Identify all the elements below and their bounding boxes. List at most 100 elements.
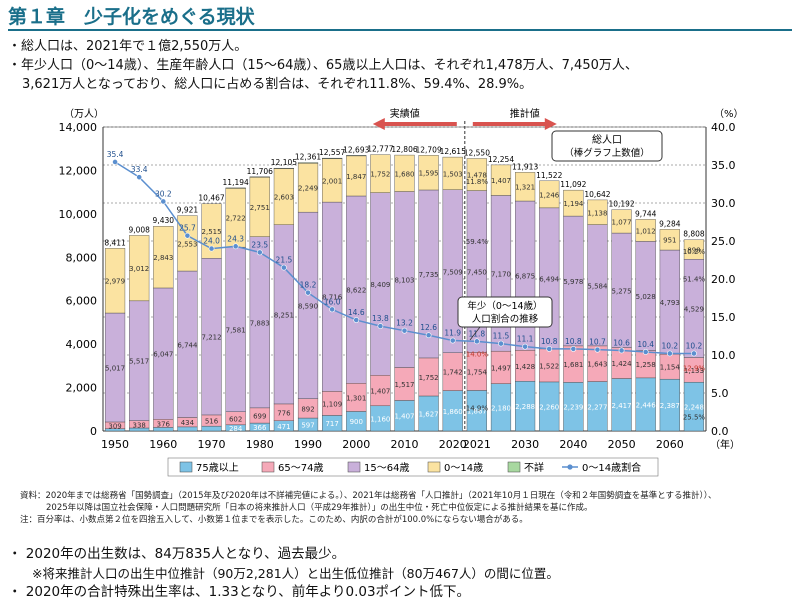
ratio-point-label: 12.6 — [420, 323, 437, 332]
ratio-point — [498, 340, 504, 347]
total-callout-title: 総人口 — [592, 133, 622, 146]
x-tick-label: 1950 — [101, 438, 129, 451]
right-tick-label: 5.0 — [711, 387, 729, 400]
bar-value-label: 776 — [277, 409, 291, 417]
bar-segment — [442, 156, 463, 190]
ratio-point — [618, 347, 625, 354]
x-tick-label: 2020 — [439, 438, 467, 451]
ratio-point — [280, 264, 287, 271]
ratio-point-label: 10.2 — [686, 341, 703, 350]
bar-value-label: 1,246 — [539, 191, 560, 199]
right-tick-label: 40.0 — [711, 121, 736, 134]
ratio-point-label: 14.6 — [348, 308, 365, 317]
bar-total-label: 11,706 — [247, 167, 273, 176]
ratio-point-label: 24.0 — [203, 237, 220, 246]
ratio-point-label: 24.3 — [227, 234, 244, 243]
bar-value-label: 8,716 — [322, 294, 343, 302]
bar-value-label: 2,288 — [515, 403, 535, 411]
bar-value-label: 1,643 — [587, 361, 607, 369]
legend-box — [167, 457, 659, 477]
ratio-point — [305, 289, 311, 296]
x-axis-unit: （年） — [710, 438, 740, 451]
percent-label-2021: 14.9% — [466, 405, 489, 413]
bar-total-label: 12,693 — [343, 145, 369, 154]
ratio-callout-box — [457, 296, 553, 328]
birth-bullets: ・ 2020年の出生数は、84万835人となり、過去最少。 ※将来推計人口の出生… — [8, 545, 559, 602]
right-tick-label: 20.0 — [711, 273, 736, 286]
bar-total-label: 11,913 — [512, 162, 538, 171]
summary-bullets: ・総人口は、2021年で１億2,550万人。 ・年少人口（0～14歳）、生産年齢… — [8, 37, 798, 94]
right-tick-label: 15.0 — [711, 311, 736, 324]
chapter-title: 第１章 少子化をめぐる現状 — [8, 6, 255, 28]
bar-value-label: 1,012 — [636, 227, 656, 235]
percent-label-2021: 11.8% — [466, 178, 489, 186]
ratio-point — [642, 349, 649, 355]
note-source-1: 資料：2020年までは総務省「国勢調査」（2015年及び2020年は不詳補完値に… — [20, 491, 717, 501]
bullet-age-groups: ・年少人口（0～14歳）、生産年齢人口（15～64歳）、65歳以上人口は、それぞ… — [8, 58, 638, 73]
x-tick-label: 2060 — [656, 438, 684, 451]
note-source-2: 2025年以降は国立社会保障・人口問題研究所「日本の将来推計人口（平成29年推計… — [46, 503, 593, 513]
bar-value-label: 1,301 — [346, 394, 366, 402]
bar-value-label: 309 — [108, 422, 121, 430]
bar-value-label: 3,012 — [129, 265, 149, 273]
bar-value-label: 2,843 — [153, 254, 173, 262]
ratio-point-label: 21.5 — [276, 256, 293, 265]
bar-value-label: 2,387 — [660, 402, 680, 410]
legend-label: 0～14歳 — [444, 462, 483, 474]
bar-total-label: 9,008 — [128, 225, 150, 234]
ratio-point-label: 33.4 — [131, 165, 148, 174]
ratio-point-label: 10.6 — [613, 338, 630, 347]
bar-total-label: 12,361 — [295, 153, 321, 162]
bar-segment — [129, 235, 150, 302]
bar-value-label: 1,627 — [419, 410, 439, 418]
bar-value-label: 892 — [301, 405, 314, 413]
left-tick-label: 2,000 — [66, 382, 98, 395]
legend-swatch — [347, 461, 361, 473]
bar-segment — [322, 157, 343, 159]
bullet-births-note: ※将来推計人口の出生中位推計（90万2,281人）と出生低位推計（80万467人… — [32, 566, 559, 581]
projection-arrow — [472, 118, 557, 130]
x-tick-label: 1990 — [294, 438, 322, 451]
bar-total-label: 9,430 — [153, 216, 175, 225]
bar-value-label: 2,722 — [226, 215, 246, 223]
bar-value-label: 5,978 — [563, 278, 583, 286]
bar-segment — [297, 162, 319, 164]
bar-value-label: 717 — [325, 420, 338, 428]
bar-value-label: 1,321 — [515, 184, 535, 192]
bar-value-label: 5,517 — [129, 358, 149, 366]
ratio-point — [401, 327, 408, 334]
bar-value-label: 2,180 — [491, 404, 511, 412]
x-tick-label: 2030 — [511, 438, 539, 451]
ratio-point-label: 11.8 — [469, 329, 486, 338]
x-tick-label: 1960 — [149, 438, 177, 451]
ratio-point-label: 16.0 — [324, 297, 341, 306]
x-tick-label: 2050 — [608, 438, 636, 451]
source-notes: 資料：2020年までは総務省「国勢調査」（2015年及び2020年は不詳補完値に… — [20, 490, 790, 526]
bar-value-label: 7,170 — [491, 270, 511, 278]
ratio-point — [329, 306, 336, 313]
ratio-point — [112, 159, 118, 165]
bar-value-label: 7,509 — [443, 268, 463, 276]
bar-total-label: 10,467 — [198, 194, 224, 203]
ratio-point-label: 30.2 — [155, 189, 172, 198]
bar-value-label: 898 — [687, 246, 700, 254]
legend-line-marker — [567, 464, 573, 470]
percent-label-2021: 59.4% — [466, 238, 489, 246]
total-callout-subtitle: （棒グラフ上数値） — [564, 147, 650, 159]
bar-value-label: 7,212 — [202, 334, 222, 342]
ratio-point — [184, 232, 191, 239]
legend-label: 15～64歳 — [364, 462, 409, 474]
bar-value-label: 8,622 — [346, 287, 366, 295]
bar-segment — [418, 155, 439, 191]
bar-value-label: 8,590 — [298, 302, 318, 310]
ratio-point — [377, 323, 384, 330]
bar-value-label: 434 — [181, 419, 195, 427]
bar-value-label: 2,248 — [684, 404, 704, 412]
bar-value-label: 7,450 — [467, 268, 487, 276]
bar-total-label: 8,808 — [683, 230, 705, 239]
bar-value-label: 2,417 — [612, 402, 632, 410]
ratio-point-label: 11.1 — [517, 335, 534, 344]
bar-segment — [563, 189, 584, 217]
bar-value-label: 1,194 — [563, 200, 584, 208]
ratio-point-label: 11.5 — [493, 332, 510, 341]
